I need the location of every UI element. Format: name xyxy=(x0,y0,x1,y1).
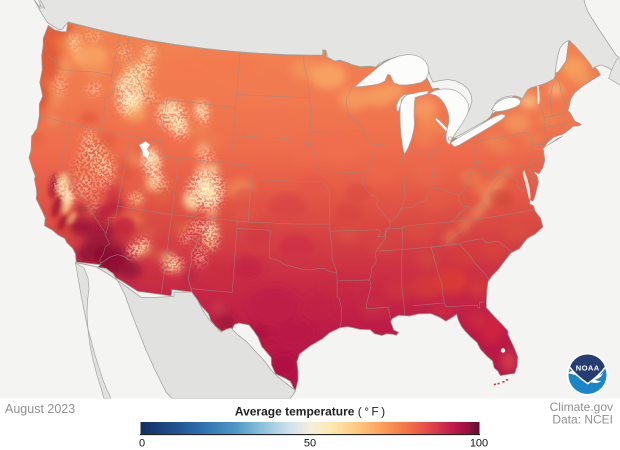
svg-text:Data: NCEI: Data: NCEI xyxy=(552,413,613,427)
svg-text:50: 50 xyxy=(304,438,316,450)
svg-text:0: 0 xyxy=(139,438,145,450)
svg-text:Average temperature ( ° F ): Average temperature ( ° F ) xyxy=(235,405,385,419)
svg-text:August 2023: August 2023 xyxy=(5,402,75,416)
svg-text:Climate.gov: Climate.gov xyxy=(550,400,613,414)
svg-text:NOAA: NOAA xyxy=(576,363,600,372)
svg-text:100: 100 xyxy=(470,438,488,450)
